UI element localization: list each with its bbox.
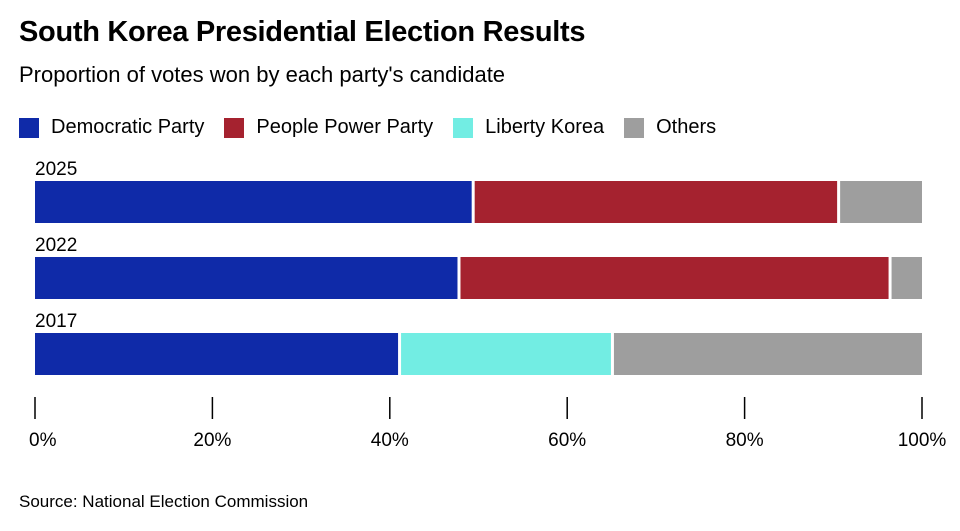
- bar-2025-democratic-party: [35, 181, 472, 223]
- chart-subtitle: Proportion of votes won by each party's …: [19, 62, 506, 87]
- legend-swatch-democratic: [19, 117, 39, 138]
- legend-label-others: Others: [656, 116, 717, 138]
- legend-swatch-liberty-korea: [453, 117, 474, 138]
- legend-item-people-power: People Power Party: [224, 116, 433, 139]
- source-note: Source: National Election Commission: [19, 492, 309, 511]
- bar-2022-democratic-party: [35, 257, 458, 299]
- legend-label-democratic: Democratic Party: [51, 116, 205, 138]
- bar-2022-people-power-party: [460, 257, 889, 299]
- chart-title: South Korea Presidential Election Result…: [19, 16, 586, 48]
- x-tick-label-4: 80%: [726, 430, 764, 451]
- legend-item-democratic: Democratic Party: [19, 116, 204, 139]
- legend-swatch-people-power: [224, 117, 245, 138]
- category-label-2022: 2022: [35, 235, 77, 256]
- bar-2017-others: [613, 333, 922, 375]
- legend-item-others: Others: [624, 116, 716, 139]
- legend-label-people-power: People Power Party: [256, 116, 434, 138]
- legend-swatch-others: [624, 117, 645, 138]
- legend: Democratic Party People Power Party Libe…: [19, 116, 736, 139]
- category-label-2025: 2025: [35, 159, 77, 180]
- category-label-2017: 2017: [35, 311, 77, 332]
- x-tick-label-2: 40%: [371, 430, 409, 451]
- legend-label-liberty-korea: Liberty Korea: [485, 116, 605, 138]
- x-tick-label-1: 20%: [193, 430, 231, 451]
- bar-2025-others: [840, 181, 922, 223]
- x-tick-label-0: 0%: [29, 430, 57, 451]
- x-tick-label-5: 100%: [898, 430, 947, 451]
- legend-item-liberty-korea: Liberty Korea: [453, 116, 604, 139]
- bar-2017-democratic-party: [35, 333, 399, 375]
- bar-2017-liberty-korea: [401, 333, 611, 375]
- bar-2022-others: [891, 257, 922, 299]
- bar-2025-people-power-party: [474, 181, 838, 223]
- x-tick-label-3: 60%: [548, 430, 586, 451]
